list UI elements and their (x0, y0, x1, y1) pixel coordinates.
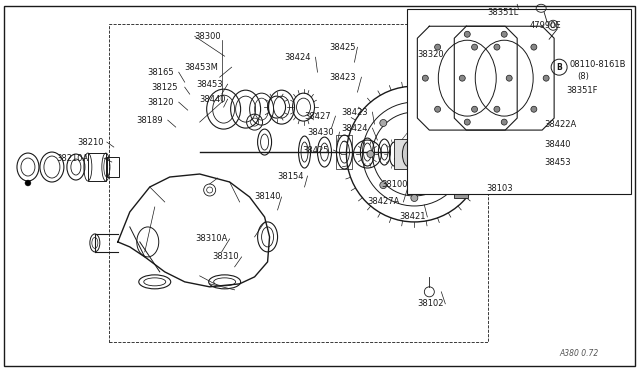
Text: 38424: 38424 (285, 53, 311, 62)
Text: B: B (556, 63, 562, 72)
Text: 38300: 38300 (195, 32, 221, 41)
Text: 38120: 38120 (148, 97, 174, 107)
Text: 38165: 38165 (148, 68, 174, 77)
Circle shape (464, 119, 470, 125)
Text: 38453M: 38453M (185, 63, 219, 72)
Circle shape (411, 195, 418, 202)
Circle shape (494, 44, 500, 50)
Bar (454, 190, 468, 198)
Bar (109, 24, 488, 342)
Bar (107, 157, 119, 177)
Circle shape (494, 106, 500, 112)
Text: 38310A: 38310A (196, 234, 228, 243)
Circle shape (411, 107, 418, 113)
Bar (394, 139, 424, 169)
Bar (88, 153, 106, 181)
Text: 38320: 38320 (417, 50, 444, 59)
Text: 38103: 38103 (486, 185, 513, 193)
Text: 38425: 38425 (303, 145, 329, 154)
Circle shape (380, 119, 387, 126)
Text: 38430: 38430 (307, 128, 334, 137)
Circle shape (422, 75, 428, 81)
Text: 38422A: 38422A (544, 119, 577, 129)
Text: 38440: 38440 (200, 94, 226, 104)
Circle shape (464, 31, 470, 37)
Circle shape (543, 75, 549, 81)
Circle shape (472, 106, 477, 112)
Text: 38351F: 38351F (566, 86, 598, 94)
Text: 38423: 38423 (342, 108, 368, 116)
Text: 38427A: 38427A (367, 198, 400, 206)
Text: 38154: 38154 (278, 171, 304, 180)
Text: 47990E: 47990E (529, 21, 561, 30)
Text: 38423: 38423 (330, 73, 356, 82)
Circle shape (442, 182, 449, 189)
Circle shape (506, 75, 512, 81)
Text: 38421: 38421 (399, 212, 426, 221)
Text: 38453: 38453 (544, 157, 571, 167)
Text: 38189: 38189 (137, 116, 163, 125)
Text: 38210A: 38210A (56, 154, 88, 163)
Text: 38210: 38210 (77, 138, 104, 147)
Text: 38100: 38100 (381, 180, 408, 189)
Text: 38351L: 38351L (487, 8, 518, 17)
Circle shape (435, 44, 440, 50)
Text: 38427: 38427 (305, 112, 331, 121)
Circle shape (455, 151, 462, 158)
Circle shape (531, 106, 537, 112)
Text: 38125: 38125 (152, 83, 179, 92)
Circle shape (460, 75, 465, 81)
Bar (337, 135, 353, 169)
Text: 38140: 38140 (255, 192, 281, 202)
Circle shape (380, 182, 387, 189)
Text: (8): (8) (577, 72, 589, 81)
Circle shape (501, 31, 508, 37)
Text: 38310: 38310 (212, 252, 239, 262)
Circle shape (25, 180, 31, 186)
Text: 38102: 38102 (417, 299, 444, 308)
Circle shape (367, 151, 374, 158)
Circle shape (501, 119, 508, 125)
Ellipse shape (403, 141, 417, 167)
Bar (408, 9, 631, 194)
Text: 08110-8161B: 08110-8161B (569, 60, 626, 69)
Text: 38440: 38440 (544, 140, 571, 148)
Circle shape (531, 44, 537, 50)
Text: 38453: 38453 (196, 80, 223, 89)
Circle shape (435, 106, 440, 112)
Text: 38424: 38424 (342, 124, 368, 132)
Circle shape (442, 119, 449, 126)
Text: 38425: 38425 (330, 43, 356, 52)
Circle shape (472, 44, 477, 50)
Text: A380 0.72: A380 0.72 (560, 349, 599, 358)
